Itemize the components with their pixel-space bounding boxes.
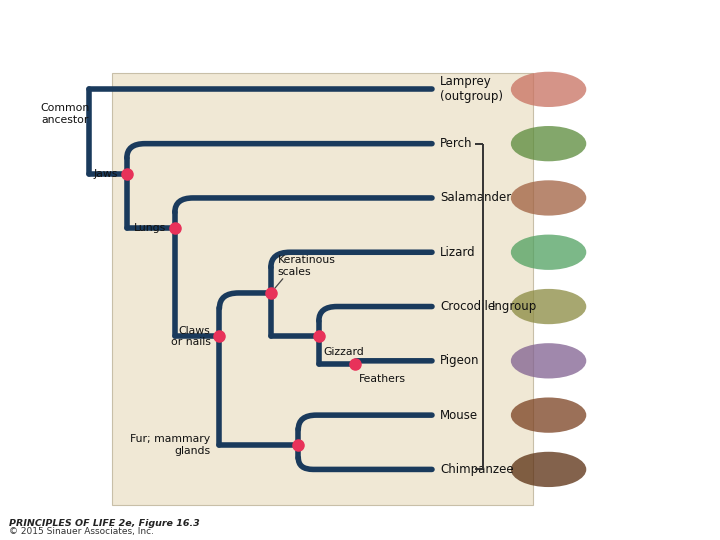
- Text: Perch: Perch: [440, 137, 473, 150]
- Text: Gizzard: Gizzard: [324, 347, 364, 357]
- Ellipse shape: [511, 180, 586, 215]
- Text: Pigeon: Pigeon: [440, 354, 480, 367]
- Text: Figure 16.3  Inferring a Phylogenetic Tree: Figure 16.3 Inferring a Phylogenetic Tre…: [9, 14, 324, 29]
- Text: © 2015 Sinauer Associates, Inc.: © 2015 Sinauer Associates, Inc.: [9, 527, 153, 536]
- Text: Crocodile: Crocodile: [440, 300, 495, 313]
- Text: PRINCIPLES OF LIFE 2e, Figure 16.3: PRINCIPLES OF LIFE 2e, Figure 16.3: [9, 518, 199, 528]
- Ellipse shape: [511, 452, 586, 487]
- Text: Salamander: Salamander: [440, 192, 511, 205]
- Ellipse shape: [511, 72, 586, 107]
- Text: Claws
or nails: Claws or nails: [171, 326, 210, 347]
- Text: Lamprey
(outgroup): Lamprey (outgroup): [440, 76, 503, 103]
- Ellipse shape: [511, 126, 586, 161]
- Bar: [112, 73, 533, 505]
- Text: Ingroup: Ingroup: [492, 300, 537, 313]
- Text: Chimpanzee: Chimpanzee: [440, 463, 514, 476]
- Text: Fur; mammary
glands: Fur; mammary glands: [130, 434, 210, 456]
- Text: Feathers: Feathers: [359, 374, 406, 384]
- Ellipse shape: [511, 397, 586, 433]
- Text: Jaws: Jaws: [94, 168, 118, 179]
- Text: Mouse: Mouse: [440, 409, 478, 422]
- Text: Lizard: Lizard: [440, 246, 476, 259]
- Text: Lungs: Lungs: [134, 223, 166, 233]
- Text: Common
ancestor: Common ancestor: [40, 103, 89, 125]
- Text: Keratinous
scales: Keratinous scales: [278, 255, 336, 276]
- Ellipse shape: [511, 289, 586, 324]
- Ellipse shape: [511, 234, 586, 270]
- Ellipse shape: [511, 343, 586, 379]
